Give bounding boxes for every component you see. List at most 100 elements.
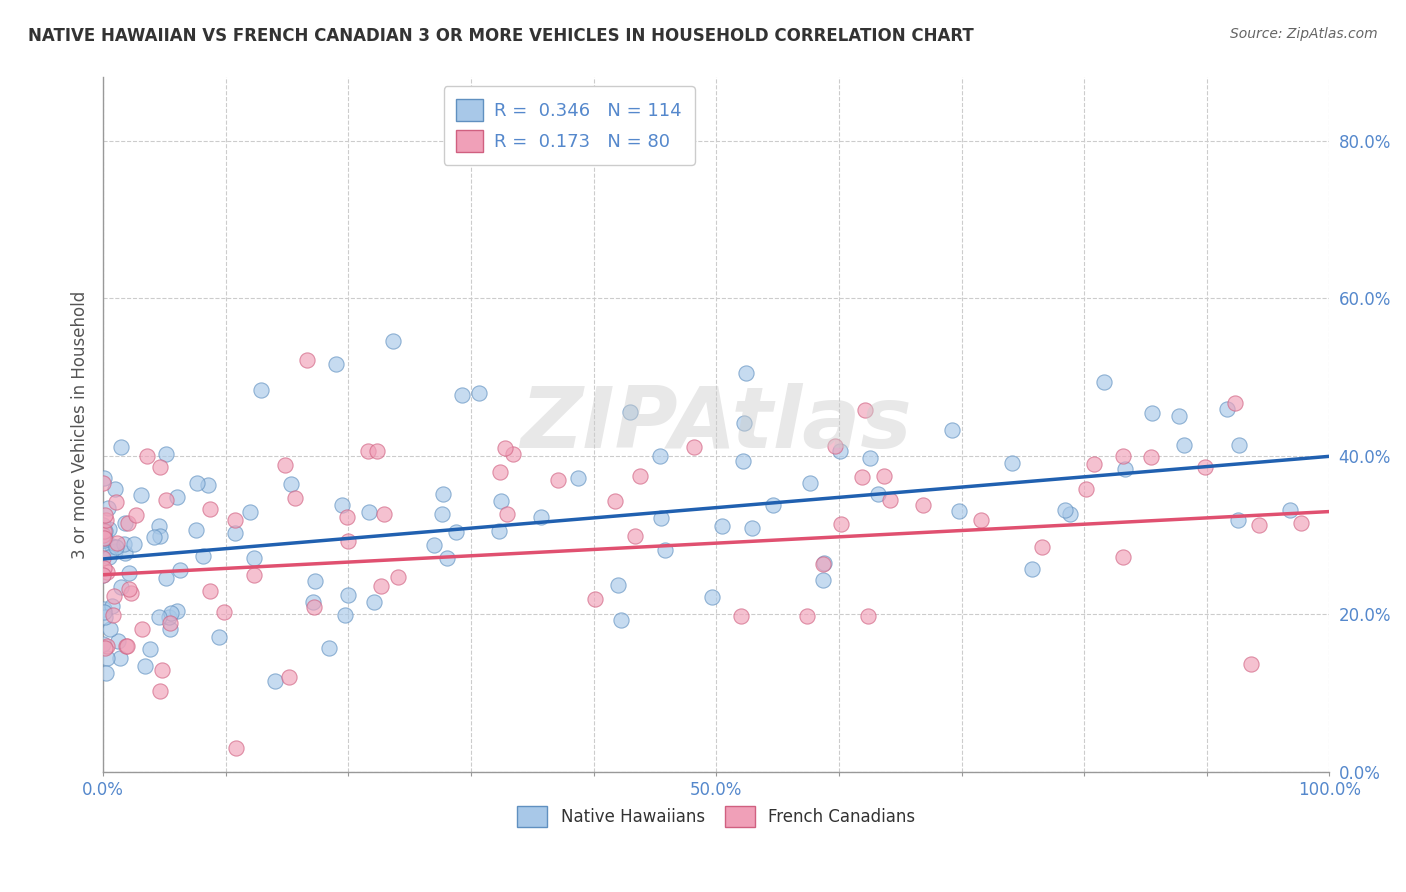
Point xyxy=(1142,406,1164,420)
Text: ZIPAtlas: ZIPAtlas xyxy=(520,384,912,467)
Point xyxy=(94,524,117,539)
Point xyxy=(488,465,510,479)
Point xyxy=(94,508,117,523)
Point xyxy=(683,441,706,455)
Point xyxy=(197,478,219,492)
Point xyxy=(363,594,385,608)
Point xyxy=(799,476,821,491)
Point xyxy=(741,520,763,534)
Point xyxy=(304,574,326,589)
Point xyxy=(101,607,124,622)
Point xyxy=(851,470,873,484)
Point xyxy=(494,442,516,456)
Point xyxy=(93,533,115,548)
Point xyxy=(436,551,458,566)
Point xyxy=(650,510,672,524)
Point xyxy=(280,477,302,491)
Point xyxy=(200,502,222,516)
Point xyxy=(91,567,114,582)
Point xyxy=(373,507,395,521)
Point xyxy=(110,580,132,594)
Point xyxy=(110,651,132,665)
Point xyxy=(284,491,307,505)
Point xyxy=(489,494,512,508)
Point xyxy=(432,487,454,501)
Point xyxy=(93,470,115,484)
Point xyxy=(93,524,115,538)
Point xyxy=(1112,549,1135,564)
Point xyxy=(91,476,114,491)
Point xyxy=(159,616,181,631)
Point xyxy=(115,639,138,653)
Point xyxy=(858,608,880,623)
Point xyxy=(91,551,114,566)
Point xyxy=(451,388,474,402)
Point xyxy=(1194,460,1216,475)
Point xyxy=(336,534,359,549)
Point xyxy=(93,601,115,615)
Point xyxy=(160,607,183,621)
Point xyxy=(264,673,287,688)
Point xyxy=(98,550,121,565)
Point xyxy=(607,578,630,592)
Point xyxy=(243,568,266,582)
Point xyxy=(530,510,553,524)
Point xyxy=(796,608,818,623)
Point xyxy=(496,508,519,522)
Point xyxy=(302,595,325,609)
Point xyxy=(624,529,647,543)
Point xyxy=(143,530,166,544)
Legend: Native Hawaiians, French Canadians: Native Hawaiians, French Canadians xyxy=(510,799,922,833)
Point xyxy=(619,404,641,418)
Point xyxy=(336,589,359,603)
Point xyxy=(91,567,114,582)
Point xyxy=(166,490,188,504)
Point xyxy=(155,571,177,585)
Point xyxy=(381,334,404,349)
Point xyxy=(700,590,723,604)
Point xyxy=(96,651,118,665)
Point xyxy=(212,605,235,619)
Point xyxy=(94,640,117,655)
Point xyxy=(733,454,755,468)
Point xyxy=(654,542,676,557)
Point xyxy=(1059,507,1081,521)
Point xyxy=(104,482,127,496)
Point xyxy=(148,610,170,624)
Point xyxy=(159,622,181,636)
Point xyxy=(1227,512,1250,526)
Point xyxy=(157,609,180,624)
Point xyxy=(166,604,188,618)
Point xyxy=(96,639,118,653)
Point xyxy=(444,524,467,539)
Point xyxy=(149,684,172,698)
Point xyxy=(117,516,139,531)
Point xyxy=(93,561,115,575)
Point xyxy=(488,524,510,538)
Point xyxy=(948,503,970,517)
Point xyxy=(1216,401,1239,416)
Point xyxy=(330,498,353,512)
Point xyxy=(169,563,191,577)
Point xyxy=(366,444,388,458)
Point xyxy=(117,582,139,597)
Text: Source: ZipAtlas.com: Source: ZipAtlas.com xyxy=(1230,27,1378,41)
Point xyxy=(853,403,876,417)
Point xyxy=(91,636,114,650)
Point xyxy=(129,488,152,502)
Point xyxy=(242,550,264,565)
Point xyxy=(224,513,246,527)
Text: NATIVE HAWAIIAN VS FRENCH CANADIAN 3 OR MORE VEHICLES IN HOUSEHOLD CORRELATION C: NATIVE HAWAIIAN VS FRENCH CANADIAN 3 OR … xyxy=(28,27,974,45)
Point xyxy=(134,658,156,673)
Point xyxy=(274,458,297,473)
Point xyxy=(148,518,170,533)
Point xyxy=(103,589,125,603)
Point xyxy=(104,495,127,509)
Point xyxy=(155,447,177,461)
Point xyxy=(186,475,208,490)
Point xyxy=(93,531,115,545)
Point xyxy=(1092,376,1115,390)
Point xyxy=(122,537,145,551)
Point xyxy=(1112,449,1135,463)
Point xyxy=(370,579,392,593)
